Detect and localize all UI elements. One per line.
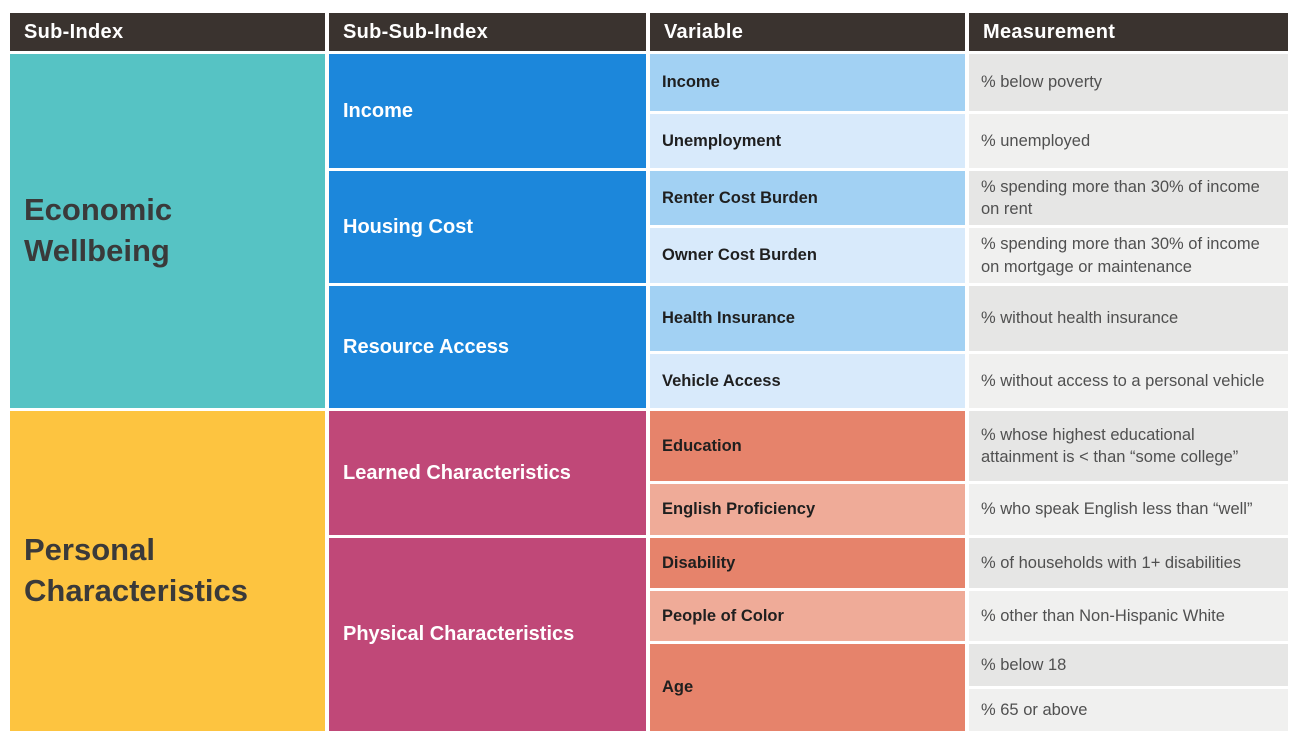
measurement-non-hispanic-white: % other than Non-Hispanic White <box>969 591 1288 641</box>
measurement-mortgage-burden: % spending more than 30% of income on mo… <box>969 228 1288 283</box>
measurement-disabilities: % of households with 1+ disabilities <box>969 538 1288 588</box>
sub-index-economic-wellbeing: Economic Wellbeing <box>10 54 325 408</box>
header-measurement: Measurement <box>969 13 1288 51</box>
sub-sub-index-housing-cost: Housing Cost <box>329 171 646 283</box>
measurement-rent-burden: % spending more than 30% of income on re… <box>969 171 1288 225</box>
measurement-educational-attainment: % whose highest educational attainment i… <box>969 411 1288 481</box>
measurement-below-18: % below 18 <box>969 644 1288 686</box>
measurement-below-poverty: % below poverty <box>969 54 1288 111</box>
variable-disability: Disability <box>650 538 965 588</box>
sub-sub-index-learned-characteristics: Learned Characteristics <box>329 411 646 535</box>
sub-sub-index-resource-access: Resource Access <box>329 286 646 408</box>
header-sub-sub-index: Sub-Sub-Index <box>329 13 646 51</box>
variable-education: Education <box>650 411 965 481</box>
variable-age: Age <box>650 644 965 731</box>
measurement-65-or-above: % 65 or above <box>969 689 1288 731</box>
variable-english-proficiency: English Proficiency <box>650 484 965 535</box>
variable-unemployment: Unemployment <box>650 114 965 168</box>
measurement-no-vehicle-access: % without access to a personal vehicle <box>969 354 1288 408</box>
variable-vehicle-access: Vehicle Access <box>650 354 965 408</box>
measurement-unemployed: % unemployed <box>969 114 1288 168</box>
measurement-no-health-insurance: % without health insurance <box>969 286 1288 351</box>
sub-sub-index-physical-characteristics: Physical Characteristics <box>329 538 646 731</box>
header-variable: Variable <box>650 13 965 51</box>
measurement-english-proficiency: % who speak English less than “well” <box>969 484 1288 535</box>
variable-owner-cost-burden: Owner Cost Burden <box>650 228 965 283</box>
variable-people-of-color: People of Color <box>650 591 965 641</box>
index-structure-table: Sub-Index Sub-Sub-Index Variable Measure… <box>10 13 1288 731</box>
variable-renter-cost-burden: Renter Cost Burden <box>650 171 965 225</box>
variable-income: Income <box>650 54 965 111</box>
variable-health-insurance: Health Insurance <box>650 286 965 351</box>
sub-index-personal-characteristics: Personal Characteristics <box>10 411 325 731</box>
sub-sub-index-income: Income <box>329 54 646 168</box>
header-sub-index: Sub-Index <box>10 13 325 51</box>
